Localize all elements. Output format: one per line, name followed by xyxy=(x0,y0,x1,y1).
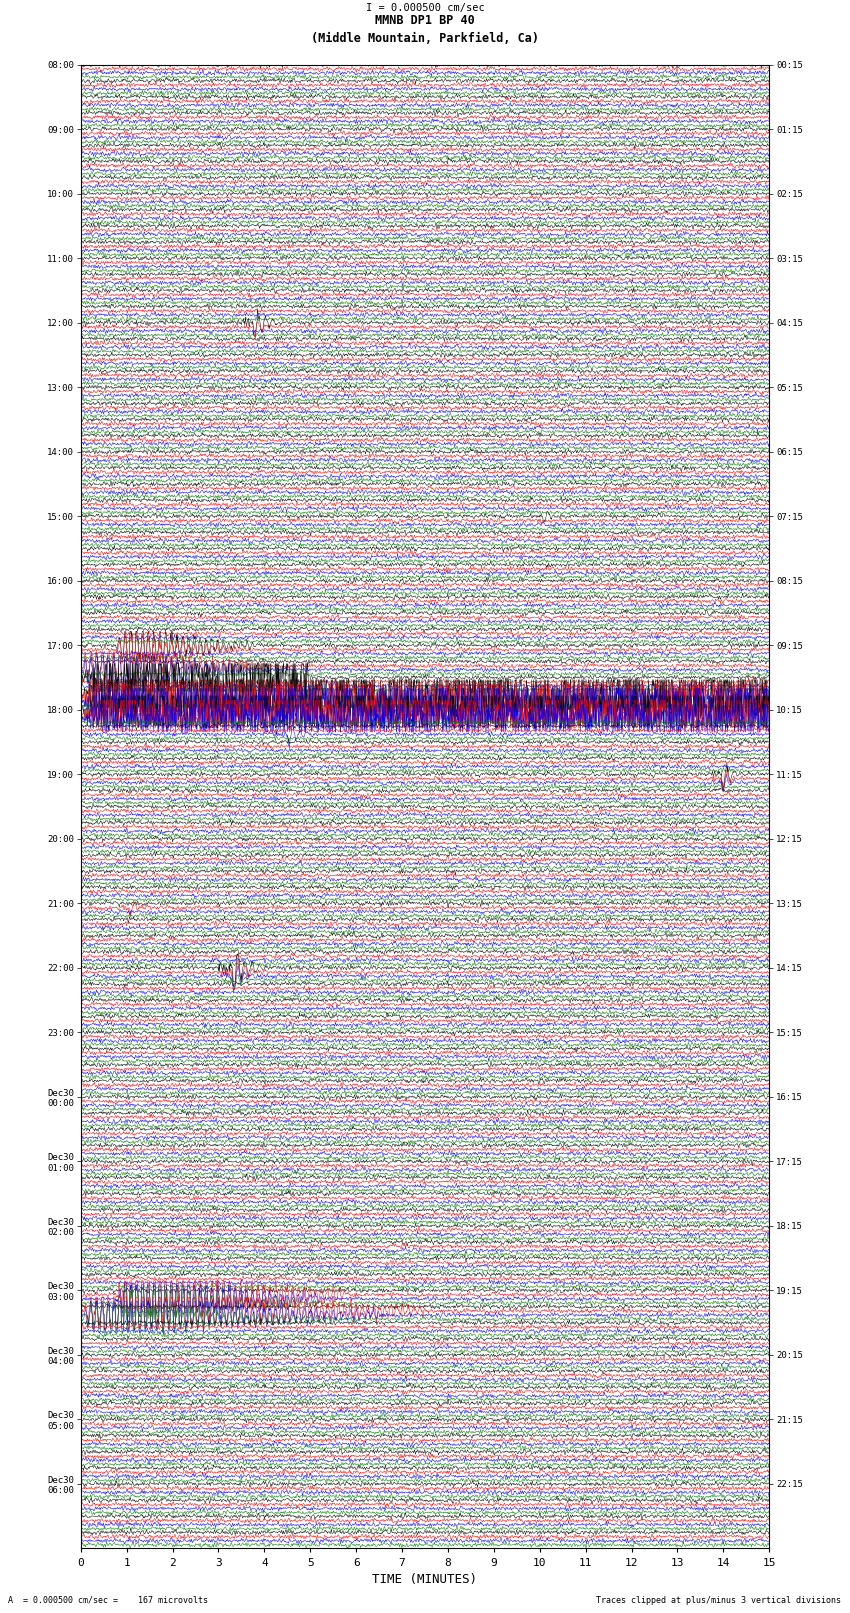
X-axis label: TIME (MINUTES): TIME (MINUTES) xyxy=(372,1573,478,1586)
Text: Traces clipped at plus/minus 3 vertical divisions: Traces clipped at plus/minus 3 vertical … xyxy=(597,1595,842,1605)
Text: I = 0.000500 cm/sec: I = 0.000500 cm/sec xyxy=(366,3,484,13)
Text: A  = 0.000500 cm/sec =    167 microvolts: A = 0.000500 cm/sec = 167 microvolts xyxy=(8,1595,208,1605)
Title: MMNB DP1 BP 40
(Middle Mountain, Parkfield, Ca): MMNB DP1 BP 40 (Middle Mountain, Parkfie… xyxy=(311,15,539,45)
